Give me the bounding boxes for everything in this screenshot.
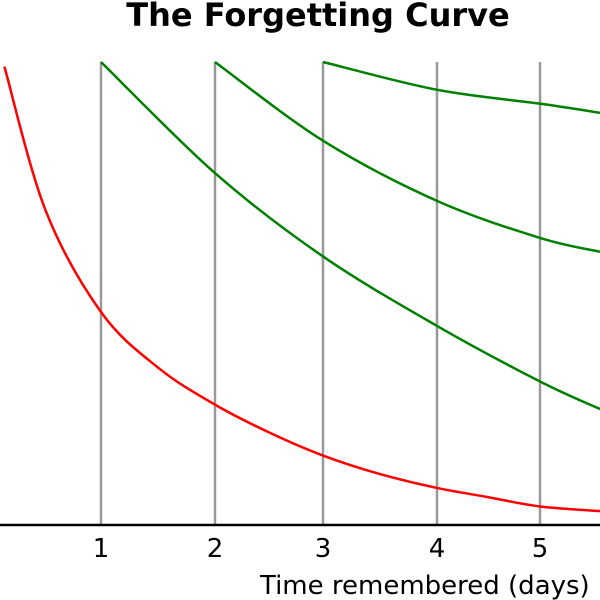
chart-title: The Forgetting Curve: [126, 0, 509, 34]
series-line-review-day-3: [322, 60, 600, 115]
series-line-review-day-1: [100, 61, 600, 411]
x-tick-label: 1: [93, 534, 110, 564]
series-line-initial-forgetting: [3, 66, 600, 513]
series-line-review-day-2: [214, 60, 600, 254]
x-tick-label: 2: [207, 534, 224, 564]
x-tick-label: 3: [315, 534, 332, 564]
x-axis-label: Time remembered (days): [259, 571, 590, 600]
x-tick-label: 4: [429, 534, 446, 564]
x-tick-label: 5: [532, 534, 549, 564]
